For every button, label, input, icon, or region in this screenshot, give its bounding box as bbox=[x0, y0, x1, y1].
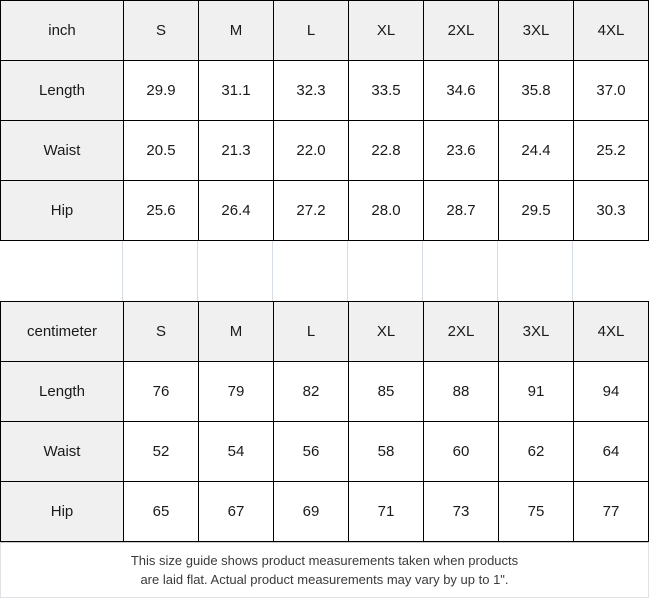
row-label-hip: Hip bbox=[0, 180, 124, 241]
size-guide-disclaimer: This size guide shows product measuremen… bbox=[0, 542, 649, 598]
unit-label-inch: inch bbox=[0, 0, 124, 61]
cell-hip-2xl: 28.7 bbox=[423, 180, 499, 241]
cell-waist-m: 54 bbox=[198, 421, 274, 482]
cell-waist-s: 52 bbox=[123, 421, 199, 482]
cell-waist-m: 21.3 bbox=[198, 120, 274, 181]
table-header-row: inch S M L XL 2XL 3XL 4XL bbox=[0, 0, 649, 61]
column-header-3xl: 3XL bbox=[498, 301, 574, 362]
column-header-l: L bbox=[273, 301, 349, 362]
table-row: Length 29.9 31.1 32.3 33.5 34.6 35.8 37.… bbox=[0, 60, 649, 121]
cell-length-4xl: 37.0 bbox=[573, 60, 649, 121]
cell-waist-l: 22.0 bbox=[273, 120, 349, 181]
cell-hip-4xl: 30.3 bbox=[573, 180, 649, 241]
column-header-s: S bbox=[123, 0, 199, 61]
cell-hip-xl: 28.0 bbox=[348, 180, 424, 241]
size-table-centimeter: centimeter S M L XL 2XL 3XL 4XL Length 7… bbox=[0, 301, 649, 542]
cell-length-m: 79 bbox=[198, 361, 274, 422]
column-header-2xl: 2XL bbox=[423, 301, 499, 362]
cell-length-l: 82 bbox=[273, 361, 349, 422]
column-header-m: M bbox=[198, 0, 274, 61]
cell-hip-2xl: 73 bbox=[423, 481, 499, 542]
size-table-inch: inch S M L XL 2XL 3XL 4XL Length 29.9 31… bbox=[0, 0, 649, 241]
row-label-length: Length bbox=[0, 60, 124, 121]
spacer-cell bbox=[423, 241, 498, 301]
table-row: Length 76 79 82 85 88 91 94 bbox=[0, 361, 649, 422]
cell-hip-m: 67 bbox=[198, 481, 274, 542]
cell-length-l: 32.3 bbox=[273, 60, 349, 121]
cell-length-s: 76 bbox=[123, 361, 199, 422]
cell-hip-4xl: 77 bbox=[573, 481, 649, 542]
column-header-l: L bbox=[273, 0, 349, 61]
cell-length-2xl: 88 bbox=[423, 361, 499, 422]
unit-label-centimeter: centimeter bbox=[0, 301, 124, 362]
disclaimer-line-2: are laid flat. Actual product measuremen… bbox=[140, 572, 509, 587]
cell-hip-l: 27.2 bbox=[273, 180, 349, 241]
disclaimer-text: This size guide shows product measuremen… bbox=[131, 551, 518, 589]
column-header-4xl: 4XL bbox=[573, 301, 649, 362]
cell-waist-xl: 58 bbox=[348, 421, 424, 482]
cell-waist-3xl: 24.4 bbox=[498, 120, 574, 181]
table-row: Hip 65 67 69 71 73 75 77 bbox=[0, 481, 649, 542]
disclaimer-line-1: This size guide shows product measuremen… bbox=[130, 553, 519, 568]
column-header-4xl: 4XL bbox=[573, 0, 649, 61]
table-header-row: centimeter S M L XL 2XL 3XL 4XL bbox=[0, 301, 649, 362]
cell-length-2xl: 34.6 bbox=[423, 60, 499, 121]
spacer-cell bbox=[573, 241, 648, 301]
cell-hip-s: 65 bbox=[123, 481, 199, 542]
cell-hip-l: 69 bbox=[273, 481, 349, 542]
cell-waist-2xl: 23.6 bbox=[423, 120, 499, 181]
cell-length-xl: 85 bbox=[348, 361, 424, 422]
cell-length-s: 29.9 bbox=[123, 60, 199, 121]
cell-waist-3xl: 62 bbox=[498, 421, 574, 482]
table-row: Hip 25.6 26.4 27.2 28.0 28.7 29.5 30.3 bbox=[0, 180, 649, 241]
row-label-waist: Waist bbox=[0, 120, 124, 181]
spacer-cell bbox=[0, 241, 123, 301]
table-row: Waist 20.5 21.3 22.0 22.8 23.6 24.4 25.2 bbox=[0, 120, 649, 181]
column-header-s: S bbox=[123, 301, 199, 362]
cell-waist-s: 20.5 bbox=[123, 120, 199, 181]
cell-hip-s: 25.6 bbox=[123, 180, 199, 241]
spacer-cell bbox=[123, 241, 198, 301]
table-spacer bbox=[0, 241, 649, 301]
column-header-3xl: 3XL bbox=[498, 0, 574, 61]
spacer-cell bbox=[273, 241, 348, 301]
column-header-m: M bbox=[198, 301, 274, 362]
cell-hip-xl: 71 bbox=[348, 481, 424, 542]
cell-waist-2xl: 60 bbox=[423, 421, 499, 482]
cell-length-3xl: 35.8 bbox=[498, 60, 574, 121]
cell-hip-3xl: 29.5 bbox=[498, 180, 574, 241]
column-header-xl: XL bbox=[348, 301, 424, 362]
row-label-length: Length bbox=[0, 361, 124, 422]
spacer-cell bbox=[348, 241, 423, 301]
column-header-xl: XL bbox=[348, 0, 424, 61]
row-label-hip: Hip bbox=[0, 481, 124, 542]
cell-length-m: 31.1 bbox=[198, 60, 274, 121]
column-header-2xl: 2XL bbox=[423, 0, 499, 61]
cell-waist-4xl: 25.2 bbox=[573, 120, 649, 181]
cell-waist-xl: 22.8 bbox=[348, 120, 424, 181]
cell-hip-m: 26.4 bbox=[198, 180, 274, 241]
cell-length-3xl: 91 bbox=[498, 361, 574, 422]
cell-length-4xl: 94 bbox=[573, 361, 649, 422]
spacer-cell bbox=[198, 241, 273, 301]
row-label-waist: Waist bbox=[0, 421, 124, 482]
cell-waist-l: 56 bbox=[273, 421, 349, 482]
cell-waist-4xl: 64 bbox=[573, 421, 649, 482]
spacer-cell bbox=[498, 241, 573, 301]
cell-length-xl: 33.5 bbox=[348, 60, 424, 121]
table-row: Waist 52 54 56 58 60 62 64 bbox=[0, 421, 649, 482]
cell-hip-3xl: 75 bbox=[498, 481, 574, 542]
